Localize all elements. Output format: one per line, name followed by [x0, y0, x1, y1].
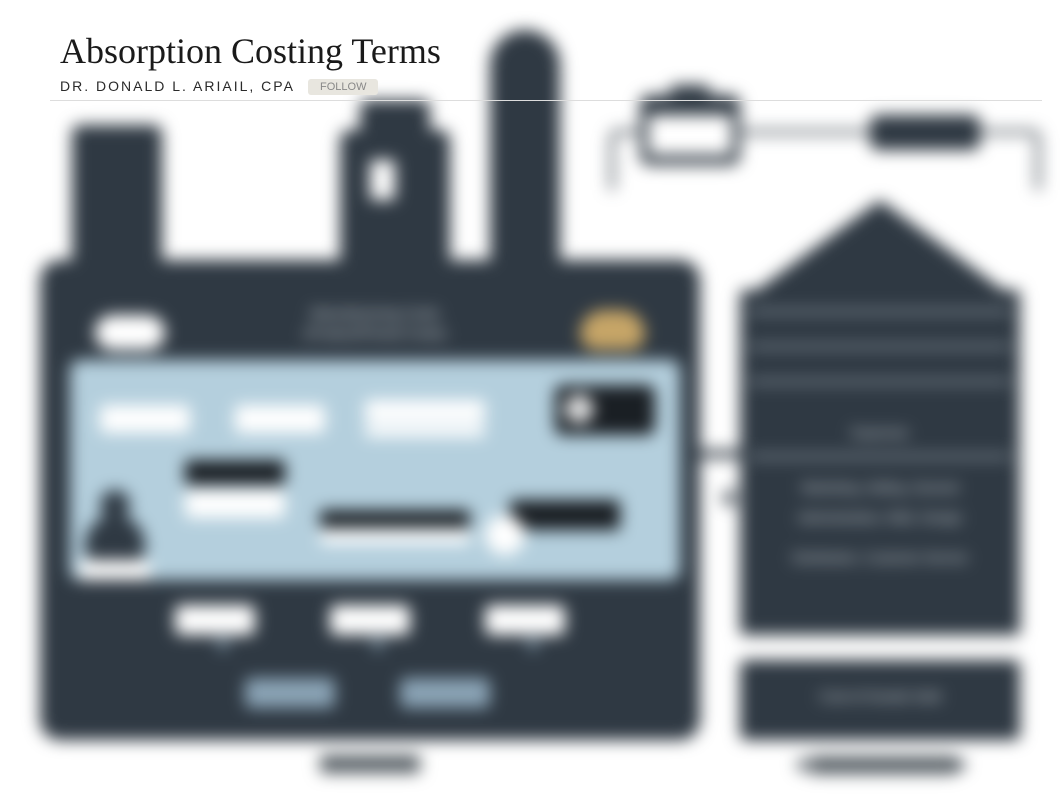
cost-pill-moh	[485, 605, 565, 635]
connector-arrow-icon	[720, 488, 734, 508]
caption-arrow-left-icon	[795, 757, 807, 773]
interior-circle	[485, 515, 525, 555]
diagram-canvas: Expenses Marketing, Selling, General Adm…	[0, 0, 1062, 797]
arrow-down-icon	[215, 640, 231, 652]
house-text-1: Marketing, Selling, General	[750, 480, 1010, 495]
interior-box	[320, 530, 470, 544]
prime-pill	[245, 678, 335, 708]
cost-pill-dm	[175, 605, 255, 635]
interior-box	[365, 425, 485, 437]
arrow-down-icon	[525, 640, 541, 652]
clipboard-clip	[670, 85, 710, 105]
interior-dark-box	[320, 510, 470, 528]
house-line	[750, 345, 1010, 348]
interior-box	[235, 405, 325, 433]
cloud-icon	[95, 315, 165, 350]
conversion-pill	[400, 678, 490, 708]
factory-chimney	[72, 125, 162, 265]
battery-icon	[870, 115, 980, 150]
page-title: Absorption Costing Terms	[60, 30, 441, 72]
house-body	[740, 290, 1020, 635]
interior-box	[100, 405, 190, 433]
house-line	[750, 310, 1010, 313]
clipboard-page	[648, 115, 732, 155]
cogs-label: Cost of Goods Sold	[740, 688, 1020, 704]
house-text-3: Distribution, Customer Service	[750, 550, 1010, 565]
house-roof	[750, 200, 1010, 295]
factory-tower	[340, 130, 450, 280]
header-rule	[50, 100, 1042, 101]
product-costs-pill	[320, 755, 420, 773]
follow-button[interactable]: FOLLOW	[308, 79, 378, 95]
gold-disc-icon	[580, 310, 645, 350]
caption-arrow-right-icon	[955, 757, 967, 773]
page-header: Absorption Costing Terms DR. DONALD L. A…	[60, 30, 441, 95]
interior-box	[185, 490, 285, 518]
house-line	[750, 380, 1010, 383]
house-mid-label: Expenses	[750, 425, 1010, 440]
author-name: DR. DONALD L. ARIAIL, CPA	[60, 78, 294, 94]
arrow-down-icon	[370, 640, 386, 652]
factory-window	[370, 160, 395, 200]
person-label-box	[80, 560, 150, 580]
cost-pill-dl	[330, 605, 410, 635]
plus-icon: +	[573, 399, 585, 422]
author-line: DR. DONALD L. ARIAIL, CPA FOLLOW	[60, 78, 441, 95]
house-text-2: Administrative, R&D, Design	[750, 510, 1010, 525]
interior-box	[365, 400, 485, 422]
connector-line	[698, 450, 742, 458]
period-costs-pill	[810, 756, 955, 774]
house-line	[750, 455, 1010, 458]
factory-silo	[490, 30, 560, 270]
interior-dark-box	[510, 500, 620, 530]
interior-dark-box	[185, 460, 285, 485]
factory-tower-cap	[360, 100, 430, 150]
